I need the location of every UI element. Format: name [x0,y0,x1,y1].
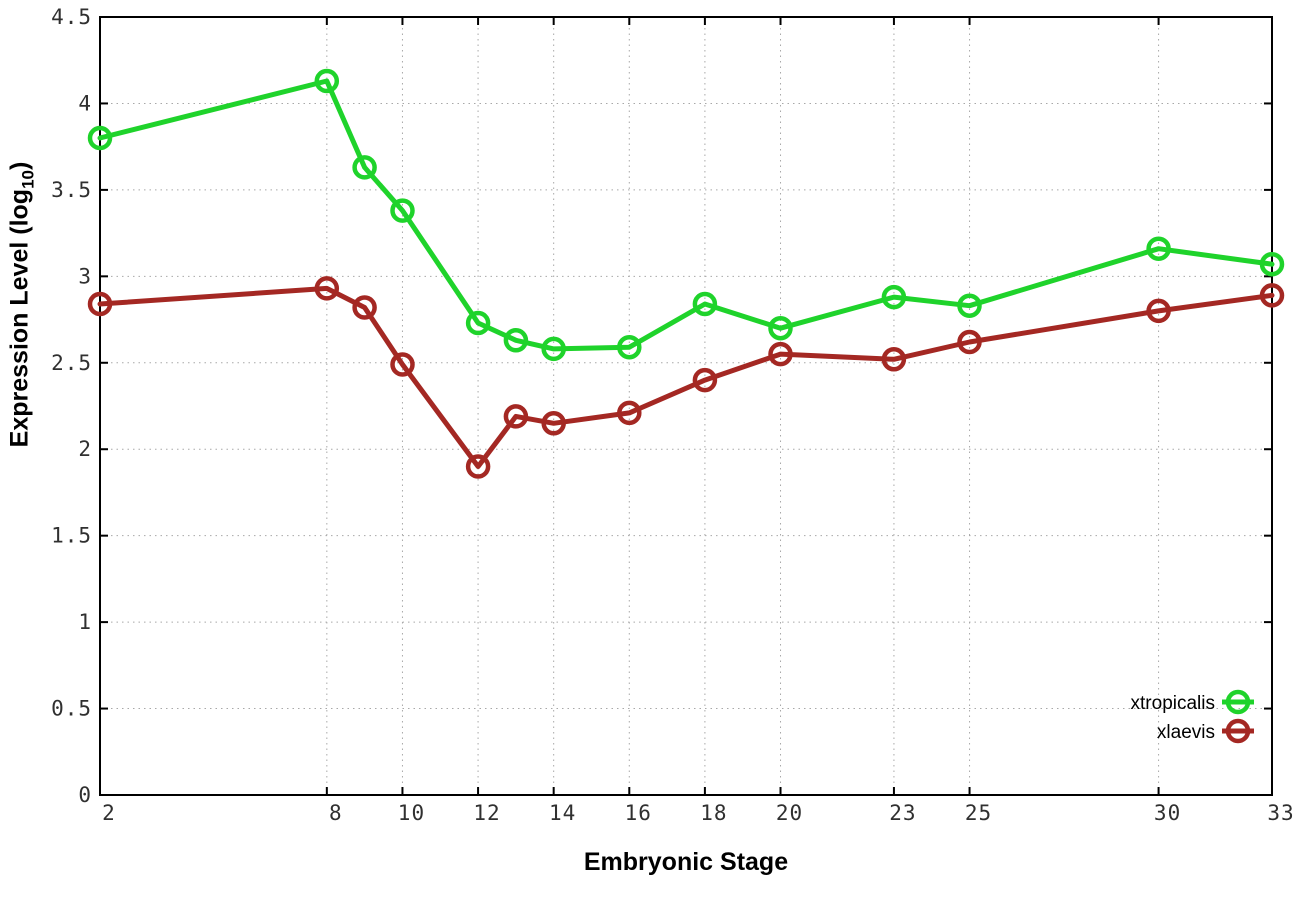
data-point-xlaevis [617,400,642,426]
y-axis-title: Expression Level (log10) [6,105,39,505]
x-axis-title-text: Embryonic Stage [583,848,789,876]
data-point-xtropicalis [881,284,907,310]
y-axis-title-text: Expression Level (log [5,188,34,448]
data-point-xlaevis [768,341,793,367]
data-point-xlaevis [957,329,982,355]
y-axis-title-close: ) [5,161,34,170]
y-axis-title-subscript: 10 [18,170,38,189]
legend-marker-xtropicalis [1225,689,1251,715]
y-tick-label: 0.5 [51,697,92,721]
data-point-xlaevis [314,276,340,301]
data-point-xlaevis [87,291,113,317]
x-tick-label: 8 [329,801,343,825]
data-point-xlaevis [881,347,907,372]
data-point-xlaevis [352,295,377,320]
data-point-xlaevis [1146,298,1171,324]
x-tick-label: 10 [398,801,425,825]
data-point-xlaevis [465,454,491,479]
data-point-xtropicalis [617,334,642,360]
legend-label-xtropicalis: xtropicalis [1131,693,1215,714]
legend-marker-xlaevis [1225,718,1251,744]
x-tick-label: 12 [473,801,500,825]
data-point-xlaevis [1259,283,1285,308]
x-tick-label: 2 [102,801,116,825]
data-point-xtropicalis [541,336,566,362]
y-tick-label: 3 [78,264,92,288]
y-tick-label: 2 [78,437,92,461]
data-point-xtropicalis [352,155,377,180]
data-point-xtropicalis [465,310,491,336]
data-point-xlaevis [503,404,529,429]
y-tick-label: 4 [78,91,92,115]
y-tick-label: 0 [78,783,92,807]
x-tick-label: 25 [965,801,992,825]
legend-label-xlaevis: xlaevis [1157,722,1215,743]
data-point-xlaevis [541,411,566,436]
y-tick-label: 2.5 [51,351,92,375]
data-point-xtropicalis [957,293,982,318]
data-point-xtropicalis [768,315,793,341]
data-point-xtropicalis [390,198,415,223]
plot-border [99,16,1273,796]
x-tick-label: 16 [625,801,652,825]
x-tick-label: 14 [549,801,576,825]
series-line-xtropicalis [97,78,1275,352]
y-tick-label: 4.5 [51,5,92,29]
data-point-xtropicalis [314,68,340,94]
data-point-xtropicalis [503,328,529,353]
data-point-xlaevis [692,367,718,393]
data-point-xtropicalis [1146,236,1171,261]
data-point-xtropicalis [87,125,113,151]
x-axis-title: Embryonic Stage [100,848,1272,877]
x-tick-label: 20 [776,801,803,825]
data-point-xlaevis [390,352,415,377]
x-tick-label: 30 [1154,801,1181,825]
y-tick-label: 1.5 [51,524,92,548]
x-tick-label: 23 [889,801,916,825]
y-tick-label: 1 [78,610,92,634]
y-tick-label: 3.5 [51,178,92,202]
x-tick-label: 18 [700,801,727,825]
data-point-xtropicalis [1259,251,1285,277]
data-point-xtropicalis [692,291,718,317]
x-tick-label: 33 [1267,801,1294,825]
